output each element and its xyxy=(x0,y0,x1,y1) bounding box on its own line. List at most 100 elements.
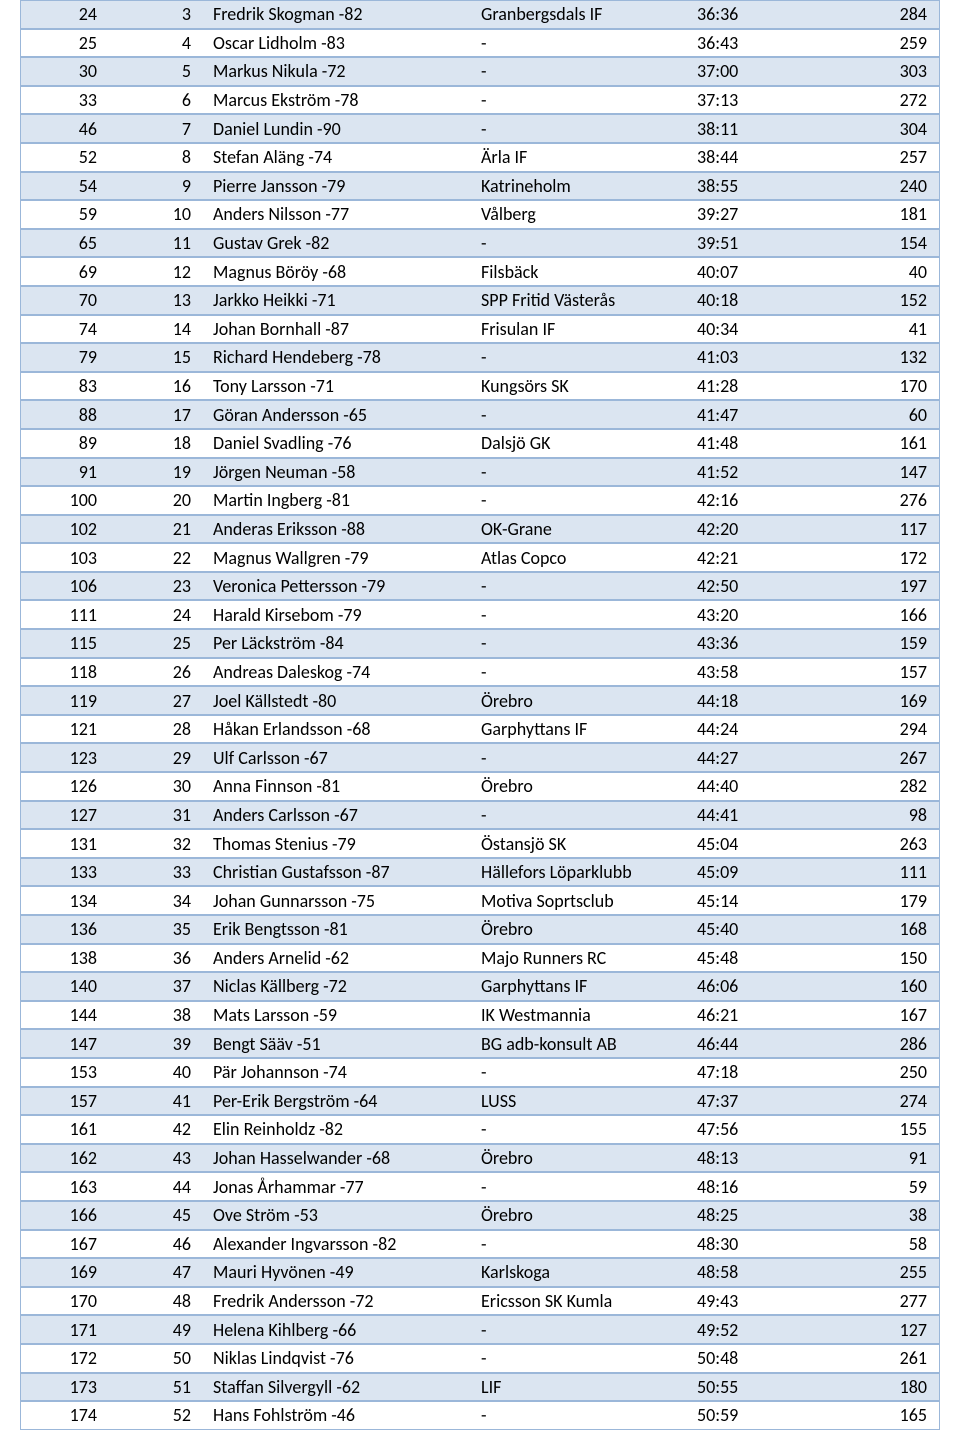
col-1: 70 xyxy=(21,289,111,311)
table-row: 16645Ove Ström -53Örebro48:2538 xyxy=(20,1201,940,1230)
table-row: 467Daniel Lundin -90-38:11304 xyxy=(20,114,940,143)
table-row: 11826Andreas Daleskog -74-43:58157 xyxy=(20,658,940,687)
table-row: 14037Niclas Källberg -72Garphyttans IF46… xyxy=(20,972,940,1001)
club-cell: Granbergsdals IF xyxy=(475,3,687,25)
col-6: 127 xyxy=(807,1319,937,1341)
col-2: 7 xyxy=(111,118,207,140)
name-cell: Stefan Aläng -74 xyxy=(207,146,475,168)
name-cell: Hans Fohlström -46 xyxy=(207,1404,475,1426)
col-6: 304 xyxy=(807,118,937,140)
col-1: 144 xyxy=(21,1004,111,1026)
table-row: 16344Jonas Århammar -77-48:1659 xyxy=(20,1172,940,1201)
club-cell: Majo Runners RC xyxy=(475,947,687,969)
col-1: 166 xyxy=(21,1204,111,1226)
col-6: 272 xyxy=(807,89,937,111)
col-6: 257 xyxy=(807,146,937,168)
club-cell: - xyxy=(475,118,687,140)
time-cell: 50:59 xyxy=(687,1404,807,1426)
col-2: 6 xyxy=(111,89,207,111)
col-2: 5 xyxy=(111,60,207,82)
name-cell: Anderas Eriksson -88 xyxy=(207,518,475,540)
name-cell: Magnus Böröy -68 xyxy=(207,261,475,283)
name-cell: Johan Hasselwander -68 xyxy=(207,1147,475,1169)
col-6: 154 xyxy=(807,232,937,254)
name-cell: Pierre Jansson -79 xyxy=(207,175,475,197)
table-row: 9119Jörgen Neuman -58-41:52147 xyxy=(20,458,940,487)
club-cell: Vålberg xyxy=(475,203,687,225)
name-cell: Magnus Wallgren -79 xyxy=(207,547,475,569)
col-6: 60 xyxy=(807,404,937,426)
col-1: 115 xyxy=(21,632,111,654)
table-row: 15741Per-Erik Bergström -64LUSS47:37274 xyxy=(20,1087,940,1116)
col-6: 38 xyxy=(807,1204,937,1226)
table-row: 7915Richard Hendeberg -78-41:03132 xyxy=(20,343,940,372)
table-row: 16142Elin Reinholdz -82-47:56155 xyxy=(20,1115,940,1144)
club-cell: IK Westmannia xyxy=(475,1004,687,1026)
club-cell: - xyxy=(475,461,687,483)
name-cell: Martin Ingberg -81 xyxy=(207,489,475,511)
col-2: 34 xyxy=(111,890,207,912)
club-cell: OK-Grane xyxy=(475,518,687,540)
col-1: 69 xyxy=(21,261,111,283)
table-row: 243Fredrik Skogman -82Granbergsdals IF36… xyxy=(20,0,940,29)
time-cell: 48:13 xyxy=(687,1147,807,1169)
col-6: 165 xyxy=(807,1404,937,1426)
name-cell: Niklas Lindqvist -76 xyxy=(207,1347,475,1369)
col-2: 40 xyxy=(111,1061,207,1083)
table-row: 528Stefan Aläng -74Ärla IF38:44257 xyxy=(20,143,940,172)
col-1: 163 xyxy=(21,1176,111,1198)
time-cell: 44:24 xyxy=(687,718,807,740)
col-1: 24 xyxy=(21,3,111,25)
table-row: 13635Erik Bengtsson -81Örebro45:40168 xyxy=(20,915,940,944)
col-2: 36 xyxy=(111,947,207,969)
col-6: 263 xyxy=(807,833,937,855)
name-cell: Tony Larsson -71 xyxy=(207,375,475,397)
table-row: 17149Helena Kihlberg -66-49:52127 xyxy=(20,1315,940,1344)
time-cell: 46:06 xyxy=(687,975,807,997)
col-6: 167 xyxy=(807,1004,937,1026)
col-1: 170 xyxy=(21,1290,111,1312)
col-6: 41 xyxy=(807,318,937,340)
club-cell: Garphyttans IF xyxy=(475,975,687,997)
col-1: 33 xyxy=(21,89,111,111)
col-1: 59 xyxy=(21,203,111,225)
time-cell: 47:37 xyxy=(687,1090,807,1112)
col-2: 50 xyxy=(111,1347,207,1369)
club-cell: Karlskoga xyxy=(475,1261,687,1283)
col-1: 171 xyxy=(21,1319,111,1341)
col-6: 259 xyxy=(807,32,937,54)
col-6: 274 xyxy=(807,1090,937,1112)
club-cell: Örebro xyxy=(475,1204,687,1226)
col-2: 31 xyxy=(111,804,207,826)
time-cell: 49:43 xyxy=(687,1290,807,1312)
col-1: 167 xyxy=(21,1233,111,1255)
table-row: 14739Bengt Sääv -51BG adb-konsult AB46:4… xyxy=(20,1029,940,1058)
table-row: 13434Johan Gunnarsson -75Motiva Soprtscl… xyxy=(20,886,940,915)
club-cell: - xyxy=(475,1118,687,1140)
table-row: 10623Veronica Pettersson -79-42:50197 xyxy=(20,572,940,601)
col-6: 98 xyxy=(807,804,937,826)
col-1: 100 xyxy=(21,489,111,511)
col-6: 284 xyxy=(807,3,937,25)
col-6: 303 xyxy=(807,60,937,82)
col-6: 179 xyxy=(807,890,937,912)
time-cell: 44:41 xyxy=(687,804,807,826)
time-cell: 45:09 xyxy=(687,861,807,883)
time-cell: 39:51 xyxy=(687,232,807,254)
table-row: 11927Joel Källstedt -80Örebro44:18169 xyxy=(20,686,940,715)
name-cell: Daniel Svadling -76 xyxy=(207,432,475,454)
name-cell: Göran Andersson -65 xyxy=(207,404,475,426)
col-2: 32 xyxy=(111,833,207,855)
col-1: 65 xyxy=(21,232,111,254)
time-cell: 41:28 xyxy=(687,375,807,397)
col-2: 19 xyxy=(111,461,207,483)
col-6: 250 xyxy=(807,1061,937,1083)
name-cell: Oscar Lidholm -83 xyxy=(207,32,475,54)
time-cell: 49:52 xyxy=(687,1319,807,1341)
col-6: 40 xyxy=(807,261,937,283)
col-6: 168 xyxy=(807,918,937,940)
col-1: 46 xyxy=(21,118,111,140)
col-2: 48 xyxy=(111,1290,207,1312)
time-cell: 36:36 xyxy=(687,3,807,25)
name-cell: Markus Nikula -72 xyxy=(207,60,475,82)
